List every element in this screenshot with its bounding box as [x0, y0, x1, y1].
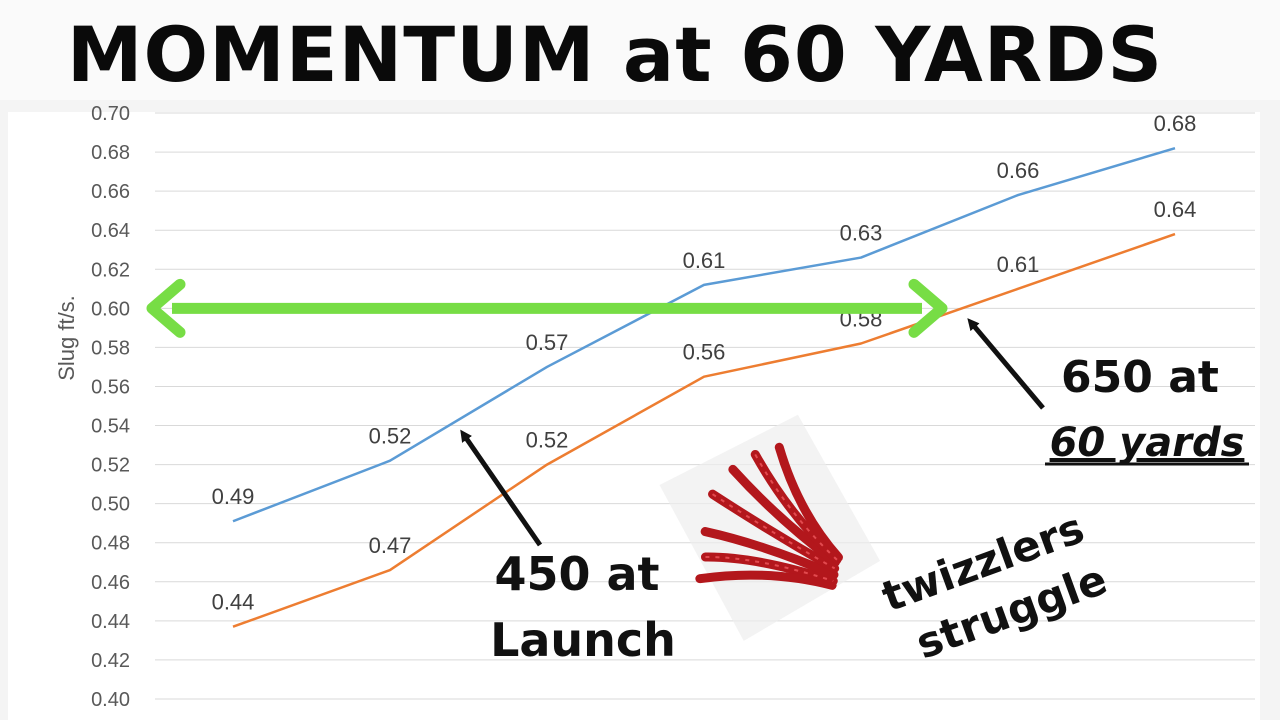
y-tick-label: 0.46	[91, 572, 130, 594]
series-lines	[232, 146, 1176, 628]
y-tick-label: 0.68	[91, 142, 130, 164]
launch-annotation-line1: 450 at	[494, 547, 659, 601]
data-label: 0.56	[683, 340, 726, 365]
data-label: 0.44	[212, 590, 255, 615]
data-label: 0.47	[369, 533, 412, 558]
y-tick-label: 0.50	[91, 494, 130, 516]
sixty-yards-annotation-line1: 650 at	[1061, 352, 1219, 403]
reference-arrow-layer	[146, 278, 948, 338]
data-label: 0.68	[1154, 111, 1197, 136]
sixty-yards-annotation-line2: 60 yards	[1050, 420, 1245, 466]
launch-annotation-line2: Launch	[490, 613, 676, 667]
sixty-yards-annotation-arrow	[967, 318, 1045, 410]
data-label: 0.57	[526, 330, 569, 355]
licorice-twists-icon	[659, 414, 881, 641]
y-tick-label: 0.60	[91, 298, 130, 320]
title-band	[0, 0, 1280, 100]
data-label: 0.52	[369, 424, 412, 449]
y-axis-label: Slug ft/s.	[54, 295, 79, 381]
data-label: 0.66	[997, 158, 1040, 183]
y-tick-label: 0.66	[91, 181, 130, 203]
data-label: 0.63	[840, 221, 883, 246]
y-tick-label: 0.62	[91, 259, 130, 281]
y-tick-label: 0.40	[91, 689, 130, 711]
y-tick-label: 0.48	[91, 533, 130, 555]
data-label: 0.61	[683, 248, 726, 273]
chart-title: MOMENTUM at 60 YARDS	[66, 10, 1164, 99]
data-label: 0.49	[212, 484, 255, 509]
y-tick-label: 0.56	[91, 376, 130, 398]
y-axis-ticks: 0.40 0.42 0.44 0.46 0.48 0.50 0.52 0.54 0.56 0.58…	[91, 103, 130, 711]
series-line-1	[232, 146, 1176, 523]
data-label: 0.64	[1154, 197, 1197, 222]
y-tick-label: 0.58	[91, 337, 130, 359]
data-label: 0.61	[997, 252, 1040, 277]
data-label: 0.52	[526, 428, 569, 453]
y-tick-label: 0.54	[91, 416, 130, 438]
y-tick-label: 0.52	[91, 455, 130, 477]
y-tick-label: 0.44	[91, 611, 130, 633]
launch-annotation-arrow	[460, 429, 543, 547]
series-line-2	[232, 232, 1176, 628]
y-tick-label: 0.42	[91, 650, 130, 672]
reference-arrow-right-head	[908, 278, 948, 338]
y-tick-label: 0.70	[91, 103, 130, 125]
gridlines	[155, 112, 1255, 700]
y-tick-label: 0.64	[91, 220, 130, 242]
reference-arrow-left-head	[146, 278, 186, 338]
